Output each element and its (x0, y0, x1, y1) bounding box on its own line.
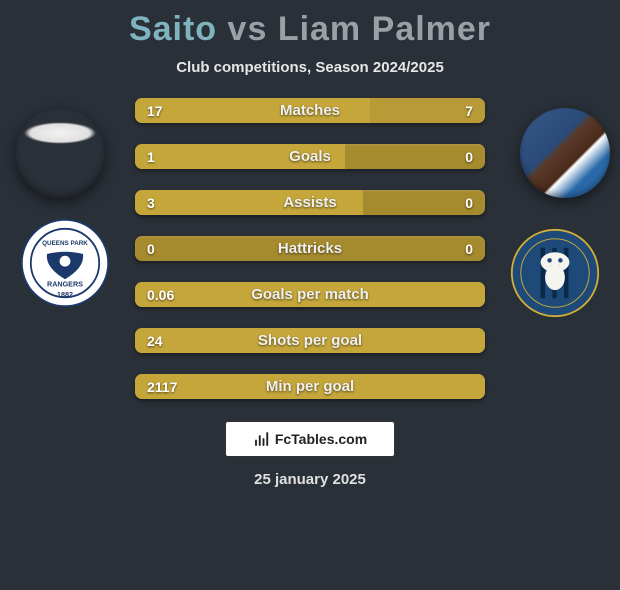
svg-text:QUEENS PARK: QUEENS PARK (42, 240, 88, 247)
stat-label: Matches (135, 102, 485, 119)
svg-text:RANGERS: RANGERS (47, 279, 83, 288)
stat-label: Assists (135, 194, 485, 211)
stat-bar: 2117Min per goal (135, 374, 485, 399)
date-text: 25 january 2025 (0, 471, 620, 488)
stat-label: Hattricks (135, 240, 485, 257)
logo-text: FcTables.com (275, 431, 367, 447)
stat-label: Goals per match (135, 286, 485, 303)
stat-bar: 10Goals (135, 144, 485, 169)
stat-bar: 30Assists (135, 190, 485, 215)
comparison-content: QUEENS PARK RANGERS 1882 177Matches 10Goa… (0, 98, 620, 399)
stat-label: Min per goal (135, 378, 485, 395)
fctables-logo[interactable]: FcTables.com (225, 421, 395, 457)
player1-avatar (15, 108, 105, 198)
stat-label: Shots per goal (135, 332, 485, 349)
player2-club-badge (510, 228, 600, 318)
stat-bar: 24Shots per goal (135, 328, 485, 353)
stat-label: Goals (135, 148, 485, 165)
comparison-bars: 177Matches 10Goals 30Assists 00Hattricks 0.0… (135, 98, 485, 399)
stat-bar: 0.06Goals per match (135, 282, 485, 307)
comparison-title: Saito vs Liam Palmer (0, 10, 620, 49)
player2-avatar (520, 108, 610, 198)
svg-text:1882: 1882 (57, 290, 73, 299)
chart-icon (253, 430, 271, 448)
player2-name: Liam Palmer (278, 10, 491, 48)
subtitle: Club competitions, Season 2024/2025 (0, 59, 620, 76)
player1-club-badge: QUEENS PARK RANGERS 1882 (20, 218, 110, 308)
stat-bar: 177Matches (135, 98, 485, 123)
stat-bar: 00Hattricks (135, 236, 485, 261)
vs-text: vs (228, 10, 268, 48)
player1-name: Saito (129, 10, 217, 48)
